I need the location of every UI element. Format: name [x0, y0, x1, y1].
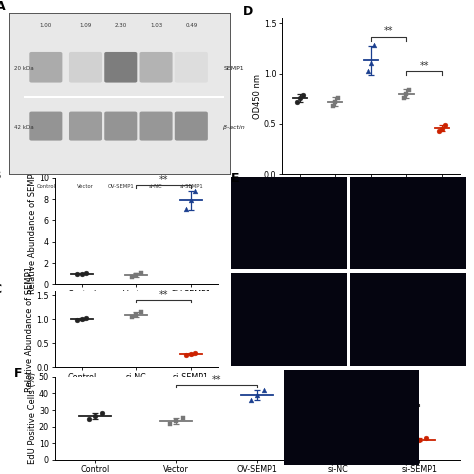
Text: Control: Control [36, 184, 55, 189]
Text: β-actin: β-actin [223, 125, 245, 130]
Point [132, 311, 140, 319]
Point [293, 99, 301, 106]
Point [82, 269, 90, 277]
Text: **: ** [374, 394, 383, 404]
Text: OV-SEMP1: OV-SEMP1 [468, 209, 473, 237]
Text: B: B [0, 169, 2, 182]
Point [191, 350, 199, 357]
Point [128, 273, 136, 281]
Text: 20 kDa: 20 kDa [14, 65, 34, 71]
FancyBboxPatch shape [175, 52, 208, 82]
Point [137, 308, 145, 316]
Point [415, 436, 423, 443]
Text: E: E [231, 172, 240, 184]
Point [409, 438, 417, 445]
Text: si-SEMP1: si-SEMP1 [468, 308, 473, 332]
Point [73, 317, 81, 324]
Point [400, 94, 407, 102]
Point [334, 94, 342, 102]
Point [367, 60, 374, 67]
Point [334, 414, 342, 422]
FancyBboxPatch shape [29, 52, 63, 82]
Point [187, 196, 194, 204]
Point [85, 416, 92, 423]
Point [260, 386, 267, 394]
Y-axis label: Relative Abundance of SEMP1: Relative Abundance of SEMP1 [25, 266, 34, 392]
Text: 2.30: 2.30 [115, 23, 127, 28]
Point [98, 410, 105, 417]
Text: 1.00: 1.00 [40, 23, 52, 28]
Point [328, 419, 336, 426]
Point [405, 86, 413, 93]
Text: SEMP1: SEMP1 [223, 65, 244, 71]
Point [73, 271, 81, 278]
Point [328, 102, 336, 110]
Point [128, 313, 136, 321]
Text: Vector: Vector [77, 184, 94, 189]
Text: **: ** [419, 61, 429, 71]
Point [441, 121, 448, 129]
Text: 1.03: 1.03 [150, 23, 162, 28]
Point [331, 98, 339, 106]
Text: Control: Control [422, 407, 427, 427]
FancyBboxPatch shape [29, 111, 63, 141]
Point [166, 420, 173, 428]
FancyBboxPatch shape [104, 111, 137, 141]
FancyBboxPatch shape [139, 52, 173, 82]
Point [341, 410, 348, 417]
Text: OV-SEMP1: OV-SEMP1 [108, 184, 134, 189]
Point [253, 392, 261, 399]
Point [438, 125, 446, 132]
Point [247, 396, 255, 404]
Text: 1.09: 1.09 [80, 23, 91, 28]
Text: Vector: Vector [350, 214, 355, 232]
Text: D: D [243, 6, 253, 18]
Point [91, 412, 99, 420]
Text: **: ** [159, 175, 168, 185]
Text: 42 kDa: 42 kDa [14, 125, 34, 130]
FancyBboxPatch shape [69, 52, 102, 82]
Text: si-SEMP1: si-SEMP1 [180, 184, 203, 189]
Text: A: A [0, 0, 6, 13]
FancyBboxPatch shape [139, 111, 173, 141]
Point [191, 187, 199, 195]
Point [78, 316, 85, 323]
Y-axis label: Relative Abundance of SEMP1: Relative Abundance of SEMP1 [28, 168, 37, 294]
FancyBboxPatch shape [69, 111, 102, 141]
FancyBboxPatch shape [104, 52, 137, 82]
Point [137, 269, 145, 277]
Point [402, 90, 410, 98]
Point [179, 414, 186, 422]
Text: **: ** [212, 375, 221, 385]
Point [435, 127, 443, 135]
Text: si-NC: si-NC [149, 184, 163, 189]
FancyBboxPatch shape [175, 111, 208, 141]
Point [82, 315, 90, 322]
Point [296, 94, 303, 102]
Point [299, 91, 306, 99]
Point [187, 351, 194, 358]
Text: si-NC: si-NC [350, 312, 355, 327]
Point [78, 270, 85, 278]
Text: **: ** [159, 290, 168, 300]
Point [364, 68, 372, 75]
Text: C: C [0, 283, 1, 296]
Point [370, 41, 377, 49]
Point [132, 271, 140, 279]
Text: F: F [14, 367, 22, 380]
Point [182, 205, 190, 213]
Point [182, 352, 190, 359]
Y-axis label: EdU Positive Cells (%): EdU Positive Cells (%) [28, 372, 37, 465]
Text: 0.49: 0.49 [185, 23, 198, 28]
Text: **: ** [384, 27, 393, 36]
Y-axis label: OD450 nm: OD450 nm [253, 74, 262, 118]
Point [422, 434, 429, 442]
Point [173, 418, 180, 425]
